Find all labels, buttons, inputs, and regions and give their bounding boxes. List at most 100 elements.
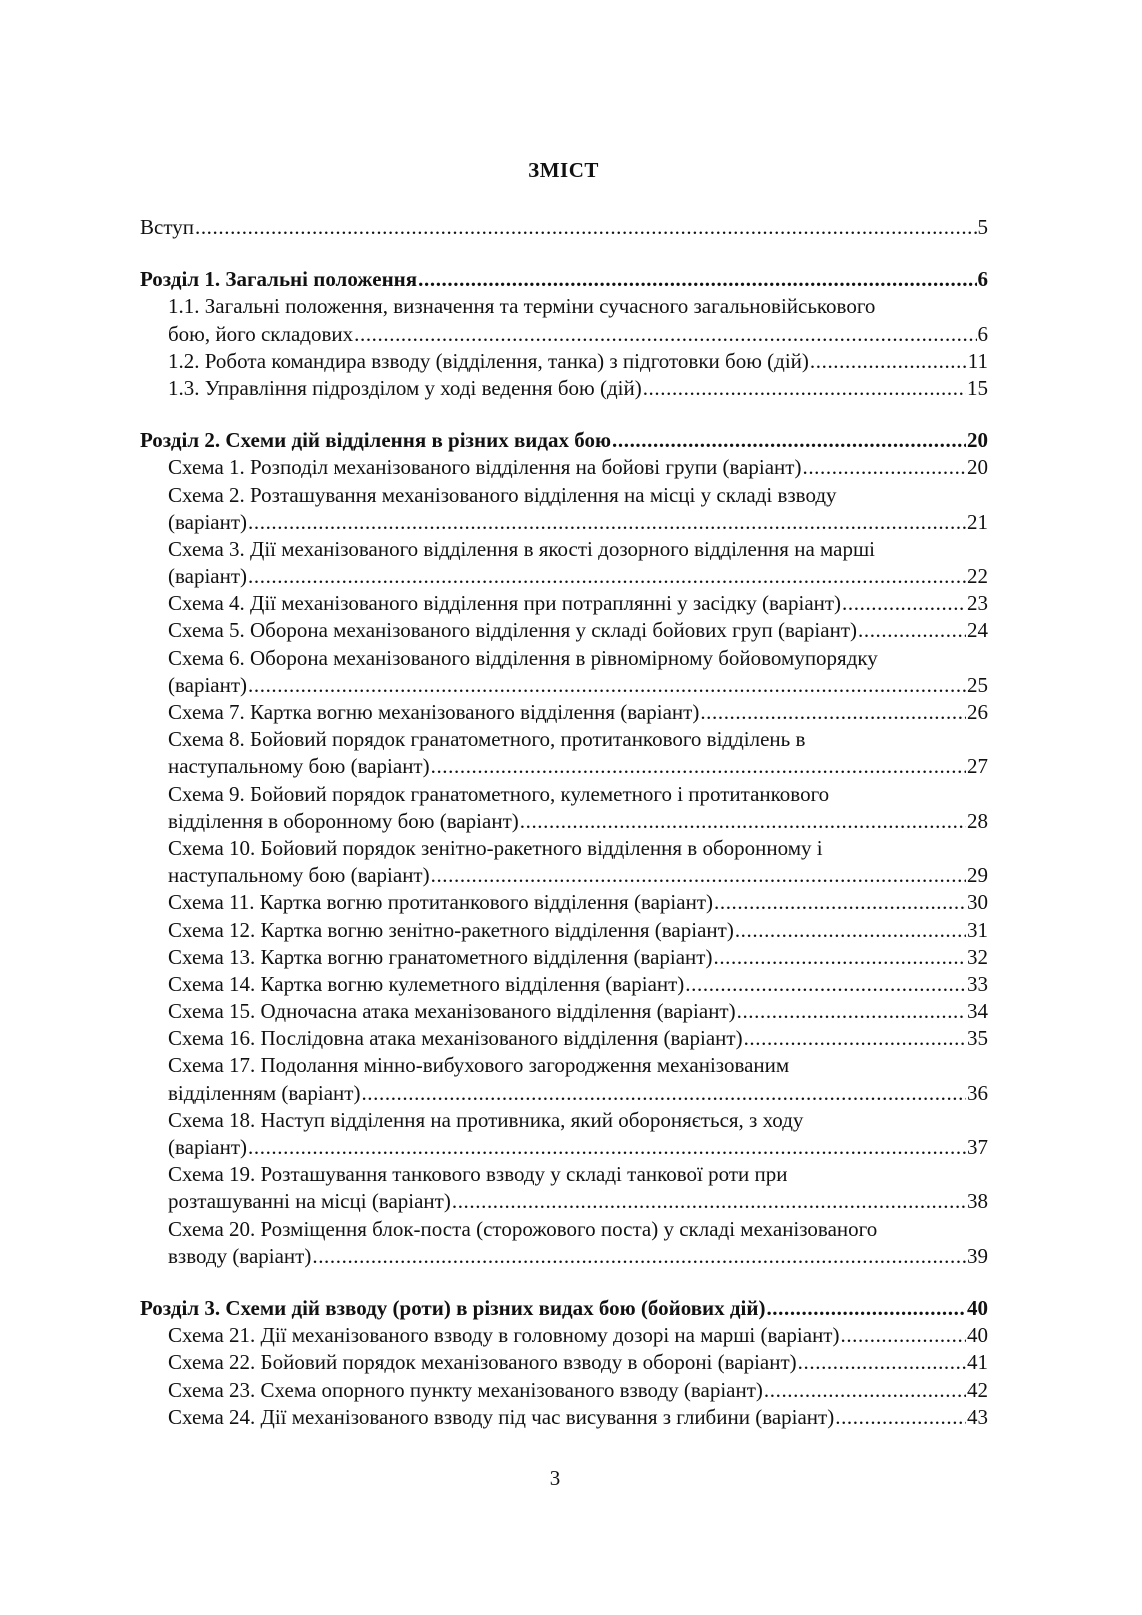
dot-leader <box>810 348 967 375</box>
dot-leader <box>248 1134 966 1161</box>
toc-entry[interactable]: Схема 9. Бойовий порядок гранатометного,… <box>140 781 988 835</box>
toc-entry-page: 40 <box>967 1323 988 1348</box>
toc-entry-page: 6 <box>977 321 989 346</box>
section-spacer <box>140 1270 988 1295</box>
toc-entry[interactable]: Схема 7. Картка вогню механізованого від… <box>140 699 988 726</box>
toc-entry-title: Розділ 3. Схеми дій взводу (роти) в різн… <box>140 1295 766 1320</box>
toc-entry[interactable]: Схема 23. Схема опорного пункту механізо… <box>140 1377 988 1404</box>
toc-entry[interactable]: Схема 14. Картка вогню кулеметного відді… <box>140 971 988 998</box>
toc-entry[interactable]: Розділ 1. Загальні положення 6 <box>140 266 988 293</box>
toc-entry[interactable]: Схема 17. Подолання мінно-вибухового заг… <box>140 1052 988 1106</box>
toc-entry-title: наступальному бою (варіант) <box>168 754 430 779</box>
toc-entry-title: Схема 19. Розташування танкового взводу … <box>168 1162 788 1187</box>
toc-line: Схема 12. Картка вогню зенітно-ракетного… <box>140 917 988 944</box>
toc-entry-title: 1.3. Управління підрозділом у ході веден… <box>168 375 642 400</box>
toc-entry[interactable]: Схема 20. Розміщення блок-поста (сторожо… <box>140 1216 988 1270</box>
toc-entry[interactable]: Схема 1. Розподіл механізованого відділе… <box>140 454 988 481</box>
toc-entry[interactable]: Схема 3. Дії механізованого відділення в… <box>140 536 988 590</box>
toc-entry[interactable]: Схема 4. Дії механізованого відділення п… <box>140 590 988 617</box>
toc-entry-title: Схема 9. Бойовий порядок гранатометного,… <box>168 781 830 806</box>
toc-line: взводу (варіант) 39 <box>140 1243 988 1270</box>
toc-entry-title: 1.2. Робота командира взводу (відділення… <box>168 348 809 373</box>
toc-entry[interactable]: Схема 18. Наступ відділення на противник… <box>140 1107 988 1161</box>
dot-leader <box>798 1349 966 1376</box>
toc-entry-title: Схема 5. Оборона механізованого відділен… <box>168 618 857 643</box>
toc-line: Схема 6. Оборона механізованого відділен… <box>140 645 988 672</box>
toc-entry-page: 37 <box>967 1135 988 1159</box>
dot-leader <box>195 214 977 241</box>
toc-entry-title: Схема 7. Картка вогню механізованого від… <box>168 700 700 724</box>
toc-entry[interactable]: Схема 10. Бойовий порядок зенітно-ракетн… <box>140 835 988 889</box>
toc-line: Розділ 1. Загальні положення 6 <box>140 266 988 293</box>
toc-entry-title: бою, його складових <box>168 321 354 346</box>
toc-entry[interactable]: 1.1. Загальні положення, визначення та т… <box>140 293 988 347</box>
toc-entry-page: 20 <box>967 428 988 453</box>
dot-leader <box>714 889 966 916</box>
toc-entry[interactable]: Схема 21. Дії механізованого взводу в го… <box>140 1322 988 1349</box>
dot-leader <box>520 808 966 835</box>
toc-line: (варіант) 37 <box>140 1134 988 1161</box>
toc-entry-page: 31 <box>967 917 988 942</box>
toc-entry-page: 42 <box>967 1377 988 1402</box>
toc-entry-page: 34 <box>967 999 988 1024</box>
toc-entry-title: розташуванні на місці (варіант) <box>168 1189 451 1214</box>
toc-entry[interactable]: Схема 15. Одночасна атака механізованого… <box>140 998 988 1025</box>
toc-entry[interactable]: 1.3. Управління підрозділом у ході веден… <box>140 375 988 402</box>
toc-line: відділенням (варіант) 36 <box>140 1080 988 1107</box>
dot-leader <box>431 862 966 889</box>
toc-entry-page: 29 <box>967 863 988 888</box>
dot-leader <box>354 321 976 348</box>
toc-entry-title: Схема 3. Дії механізованого відділення в… <box>168 536 875 561</box>
toc-line: Схема 19. Розташування танкового взводу … <box>140 1161 988 1188</box>
toc-entry-page: 43 <box>967 1404 988 1429</box>
toc-entry[interactable]: Схема 22. Бойовий порядок механізованого… <box>140 1349 988 1376</box>
toc-entry[interactable]: Розділ 2. Схеми дій відділення в різних … <box>140 427 988 454</box>
toc-entry[interactable]: 1.2. Робота командира взводу (відділення… <box>140 348 988 375</box>
toc-entry[interactable]: Схема 16. Послідовна атака механізованог… <box>140 1025 988 1052</box>
toc-entry[interactable]: Схема 11. Картка вогню протитанкового ві… <box>140 889 988 916</box>
toc-entry[interactable]: Схема 5. Оборона механізованого відділен… <box>140 617 988 644</box>
toc-entry[interactable]: Схема 2. Розташування механізованого від… <box>140 482 988 536</box>
dot-leader <box>744 1025 966 1052</box>
dot-leader <box>735 917 966 944</box>
toc-line: Схема 2. Розташування механізованого від… <box>140 482 988 509</box>
toc-entry-title: Схема 1. Розподіл механізованого відділе… <box>168 455 802 480</box>
toc-entry[interactable]: Схема 13. Картка вогню гранатометного ві… <box>140 944 988 971</box>
toc-entry-page: 23 <box>967 591 988 616</box>
dot-leader <box>842 590 966 617</box>
toc-entry-page: 32 <box>967 944 988 969</box>
toc-line: Схема 14. Картка вогню кулеметного відді… <box>140 971 988 998</box>
toc-entry-title: Вступ <box>140 215 194 239</box>
toc-entry-title: Розділ 2. Схеми дій відділення в різних … <box>140 428 612 453</box>
toc-entry-title: Схема 6. Оборона механізованого відділен… <box>168 645 878 670</box>
toc-entry-title: Схема 2. Розташування механізованого від… <box>168 482 837 507</box>
dot-leader <box>766 1295 966 1322</box>
toc-entry[interactable]: Схема 12. Картка вогню зенітно-ракетного… <box>140 917 988 944</box>
toc-entry-title: Схема 15. Одночасна атака механізованого… <box>168 999 736 1024</box>
toc-line: Схема 3. Дії механізованого відділення в… <box>140 536 988 563</box>
toc-entry[interactable]: Схема 24. Дії механізованого взводу під … <box>140 1404 988 1431</box>
dot-leader <box>312 1243 966 1270</box>
toc-entry[interactable]: Вступ 5 <box>140 214 988 241</box>
dot-leader <box>248 563 966 590</box>
toc-entry-title: Схема 8. Бойовий порядок гранатометного,… <box>168 727 806 752</box>
toc-line: Схема 16. Послідовна атака механізованог… <box>140 1025 988 1052</box>
toc-entry[interactable]: Розділ 3. Схеми дій взводу (роти) в різн… <box>140 1295 988 1322</box>
toc-entry-page: 21 <box>967 509 988 534</box>
toc-entry[interactable]: Схема 19. Розташування танкового взводу … <box>140 1161 988 1215</box>
dot-leader <box>802 454 966 481</box>
toc-line: Схема 10. Бойовий порядок зенітно-ракетн… <box>140 835 988 862</box>
toc-line: Схема 9. Бойовий порядок гранатометного,… <box>140 781 988 808</box>
toc-entry-page: 15 <box>967 375 988 400</box>
toc-entry-title: Схема 11. Картка вогню протитанкового ві… <box>168 890 713 915</box>
toc-line: Схема 15. Одночасна атака механізованого… <box>140 998 988 1025</box>
toc-entry[interactable]: Схема 6. Оборона механізованого відділен… <box>140 645 988 699</box>
toc-entry-page: 41 <box>967 1350 988 1375</box>
toc-line: Схема 22. Бойовий порядок механізованого… <box>140 1349 988 1376</box>
toc-entry-title: відділенням (варіант) <box>168 1080 361 1105</box>
dot-leader <box>418 266 976 293</box>
toc-entry[interactable]: Схема 8. Бойовий порядок гранатометного,… <box>140 726 988 780</box>
toc-entry-title: (варіант) <box>168 509 248 534</box>
dot-leader <box>764 1377 966 1404</box>
toc-entry-title: Схема 10. Бойовий порядок зенітно-ракетн… <box>168 835 823 860</box>
